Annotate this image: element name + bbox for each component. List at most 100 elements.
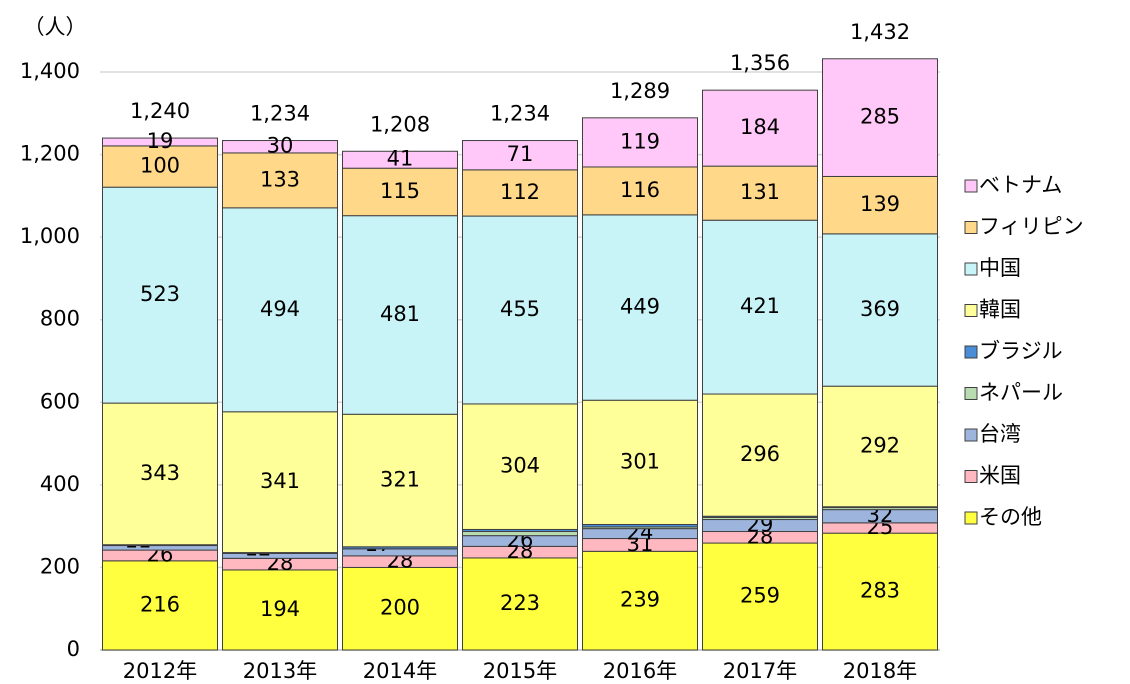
data-label: 283: [860, 579, 900, 603]
bar-segment: [702, 89, 818, 167]
legend-label: 米国: [979, 464, 1021, 488]
legend-swatch: [964, 345, 978, 359]
legend-swatch: [964, 511, 978, 525]
data-label: 19: [147, 129, 174, 153]
y-tick-label: 800: [40, 307, 80, 331]
x-tick-label: 2015年: [483, 659, 557, 683]
data-label: 184: [740, 115, 780, 139]
bar-segment: [702, 219, 818, 395]
x-tick-label: 2012年: [123, 659, 197, 683]
bar-segment: [102, 137, 218, 147]
bar-segment: [822, 233, 938, 387]
legend-swatch: [964, 304, 978, 317]
legend-swatch: [964, 179, 978, 193]
legend-label: フィリピン: [979, 215, 1084, 239]
bar-segment: [462, 215, 578, 405]
data-label: 449: [620, 295, 660, 319]
data-label: 421: [740, 294, 780, 318]
data-label: 494: [260, 297, 300, 321]
y-tick-label: 400: [40, 472, 80, 496]
data-label: 343: [140, 461, 180, 485]
data-label: 455: [500, 297, 540, 321]
bar-segment: [822, 532, 938, 651]
x-tick-label: 2013年: [243, 659, 317, 683]
bar-segment: [102, 402, 218, 546]
legend-label: ブラジル: [979, 339, 1063, 363]
x-tick-label: 2016年: [603, 659, 677, 683]
data-label: 481: [380, 302, 420, 326]
y-tick-label: 1,200: [20, 142, 80, 166]
bar-segment: [102, 145, 218, 188]
legend-label: ベトナム: [979, 173, 1062, 197]
bar-segment: [222, 569, 338, 651]
legend-label: 中国: [979, 256, 1021, 280]
bar-segment: [222, 411, 338, 554]
data-label: 259: [740, 584, 780, 608]
bar-segment: [582, 399, 698, 525]
legend-swatch: [964, 221, 978, 234]
y-tick-label: 200: [40, 554, 80, 578]
x-tick-label: 2018年: [843, 659, 917, 683]
bar-segment: [102, 186, 218, 404]
data-label: 115: [380, 179, 420, 203]
bar-segment: [582, 166, 698, 216]
bar-segment: [582, 117, 698, 168]
data-label: 239: [620, 588, 660, 612]
y-tick-label: 1,000: [20, 224, 80, 248]
bar-segment: [222, 207, 338, 413]
y-tick-label: 1,400: [20, 59, 80, 83]
data-label: 116: [620, 178, 660, 202]
bar-segment: [462, 140, 578, 171]
total-label: 1,356: [730, 51, 790, 75]
legend-swatch: [964, 470, 978, 483]
bar-segment: [702, 165, 818, 221]
data-label: 369: [860, 297, 900, 321]
data-label: 30: [267, 134, 294, 158]
total-label: 1,208: [370, 112, 430, 136]
bar-segment: [102, 545, 218, 551]
y-tick-label: 0: [67, 637, 80, 661]
x-tick-label: 2017年: [723, 659, 797, 683]
bar-segment: [582, 214, 698, 401]
bar-segment: [702, 393, 818, 517]
bar-segment: [822, 58, 938, 177]
data-label: 223: [500, 591, 540, 615]
data-label: 112: [500, 180, 540, 204]
bar-segment: [462, 557, 578, 651]
data-label: 285: [860, 105, 900, 129]
total-label: 1,432: [850, 20, 910, 44]
data-label: 304: [500, 454, 540, 478]
data-label: 523: [140, 282, 180, 306]
bar-segment: [342, 548, 458, 557]
data-label: 200: [380, 596, 420, 620]
data-label: 321: [380, 468, 420, 492]
y-axis-label: （人）: [24, 15, 87, 39]
y-tick-label: 600: [40, 389, 80, 413]
data-label: 341: [260, 469, 300, 493]
bar-segment: [822, 175, 938, 235]
data-label: 119: [620, 129, 660, 153]
bar-segment: [462, 403, 578, 530]
bar-segment: [222, 140, 338, 154]
data-label: 100: [140, 154, 180, 178]
legend-label: 韓国: [979, 298, 1021, 322]
bar-segment: [462, 531, 578, 537]
legend-swatch: [964, 387, 978, 400]
legend-label: ネパール: [979, 381, 1063, 405]
bar-segment: [342, 566, 458, 651]
legend-label: その他: [979, 505, 1042, 529]
data-label: 41: [387, 147, 414, 171]
legend-swatch: [964, 262, 978, 276]
data-label: 296: [740, 442, 780, 466]
data-label: 194: [260, 597, 300, 621]
data-label: 139: [860, 192, 900, 216]
x-tick-label: 2014年: [363, 659, 437, 683]
data-label: 301: [620, 449, 660, 473]
bar-segment: [222, 152, 338, 209]
total-label: 1,240: [130, 99, 190, 123]
bar-segment: [342, 413, 458, 548]
bar-segment: [822, 385, 938, 508]
bar-segment: [342, 215, 458, 415]
total-label: 1,234: [250, 102, 310, 126]
